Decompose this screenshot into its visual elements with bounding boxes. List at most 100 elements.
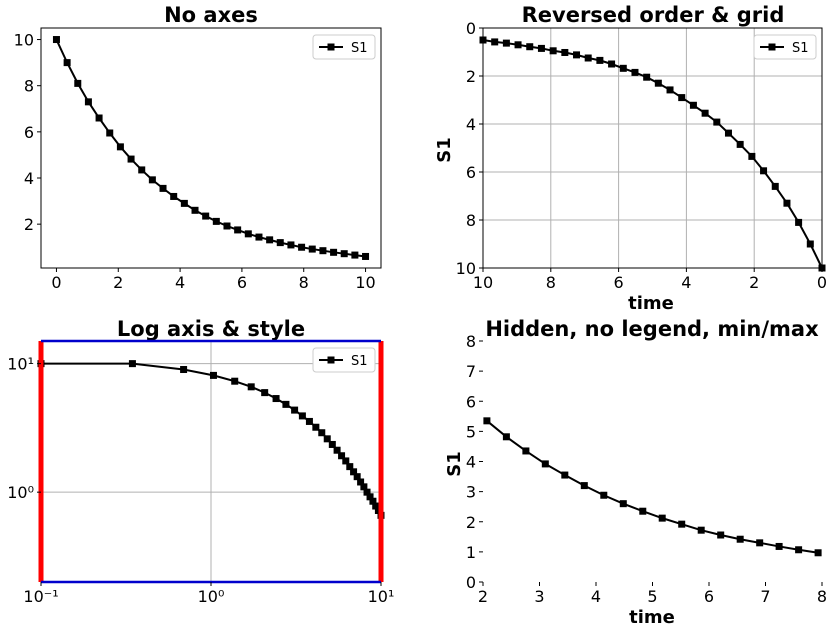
y-axis-label: S1 xyxy=(434,137,455,163)
chart-title: Reversed order & grid xyxy=(522,3,785,27)
data-point xyxy=(333,446,341,454)
data-point xyxy=(736,140,744,148)
data-point xyxy=(266,236,274,244)
data-point xyxy=(84,98,92,106)
data-point xyxy=(63,59,71,67)
data-point xyxy=(338,452,346,460)
x-tick-label: 10 xyxy=(473,273,493,292)
legend-label: S1 xyxy=(351,41,368,56)
panel-hidden: Hidden, no legend, min/max time S1 2 3 4 5 6… xyxy=(444,317,827,628)
data-point xyxy=(272,395,280,403)
legend-marker xyxy=(327,356,335,364)
legend: S1 xyxy=(312,347,376,373)
data-point xyxy=(202,212,210,220)
data-point xyxy=(244,230,252,238)
axes: 0 2 4 6 8 10 2 4 6 8 10 xyxy=(14,27,382,292)
y-tick-label: 4 xyxy=(466,453,476,472)
data-point xyxy=(608,60,616,68)
data-point xyxy=(372,502,380,510)
data-point xyxy=(643,73,651,81)
data-point xyxy=(514,41,522,49)
series-line xyxy=(55,39,366,258)
x-tick-label: 2 xyxy=(478,587,488,606)
data-point xyxy=(360,483,368,491)
data-point xyxy=(223,222,231,230)
x-tick-label: 0 xyxy=(817,273,827,292)
y-tick-label: 6 xyxy=(466,392,476,411)
data-point xyxy=(255,233,263,241)
data-point xyxy=(541,460,549,468)
y-tick-label: 4 xyxy=(24,169,34,188)
data-point xyxy=(573,51,581,59)
y-tick-label: 6 xyxy=(24,123,34,142)
x-tick-label: 5 xyxy=(647,587,657,606)
data-point xyxy=(362,252,370,260)
y-tick-label: 10⁰ xyxy=(7,483,34,502)
data-point xyxy=(748,152,756,160)
legend: S1 xyxy=(753,34,817,60)
data-point xyxy=(697,526,705,534)
legend-box xyxy=(312,347,376,373)
data-point xyxy=(234,226,242,234)
data-point xyxy=(319,247,327,255)
y-tick-label: 8 xyxy=(466,211,476,230)
data-point xyxy=(491,38,499,46)
chart-title: No axes xyxy=(164,3,258,27)
y-tick-label: 3 xyxy=(466,483,476,502)
data-point xyxy=(771,182,779,190)
y-tick-label: 0 xyxy=(466,19,476,38)
x-tick-label: 4 xyxy=(681,273,691,292)
data-point xyxy=(689,101,697,109)
y-tick-label: 2 xyxy=(24,215,34,234)
data-point xyxy=(180,366,188,374)
y-axis-label: S1 xyxy=(444,451,465,477)
data-point xyxy=(353,473,361,481)
data-point xyxy=(580,482,588,490)
x-tick-label: 8 xyxy=(546,273,556,292)
plot-area xyxy=(37,341,385,582)
data-point xyxy=(775,542,783,550)
data-point xyxy=(346,463,354,471)
data-point xyxy=(209,371,217,379)
data-point xyxy=(631,68,639,76)
data-point xyxy=(291,406,299,414)
data-point xyxy=(298,243,306,251)
data-point xyxy=(357,478,365,486)
data-point xyxy=(756,539,764,547)
data-point xyxy=(138,166,146,174)
x-tick-label: 8 xyxy=(817,587,827,606)
axes-frame xyxy=(40,27,382,269)
data-point xyxy=(619,500,627,508)
data-point xyxy=(717,531,725,539)
data-point xyxy=(180,199,188,207)
y-tick-label: 2 xyxy=(466,513,476,532)
data-point xyxy=(584,54,592,62)
legend: S1 xyxy=(312,34,376,60)
data-point xyxy=(170,192,178,200)
x-tick-label: 6 xyxy=(704,587,714,606)
axes: 10⁻¹ 10⁰ 10¹ 10⁰ 10¹ xyxy=(7,339,395,606)
data-point xyxy=(282,400,290,408)
x-tick-label: 2 xyxy=(749,273,759,292)
data-point xyxy=(308,245,316,253)
legend-box xyxy=(312,34,376,60)
data-point xyxy=(366,493,374,501)
x-tick-label: 10 xyxy=(355,273,375,292)
x-axis-label: time xyxy=(629,607,675,628)
axes-frame xyxy=(482,27,823,269)
data-point xyxy=(74,79,82,87)
data-point xyxy=(600,491,608,499)
data-point xyxy=(522,447,530,455)
data-point xyxy=(814,549,822,557)
data-point xyxy=(351,251,359,259)
data-point xyxy=(212,217,220,225)
data-point xyxy=(596,56,604,64)
data-point xyxy=(502,433,510,441)
data-point xyxy=(323,435,331,443)
x-tick-label: 10¹ xyxy=(368,587,395,606)
plot-area xyxy=(52,36,370,260)
data-point xyxy=(159,184,167,192)
legend-box xyxy=(753,34,817,60)
data-point xyxy=(106,129,114,137)
